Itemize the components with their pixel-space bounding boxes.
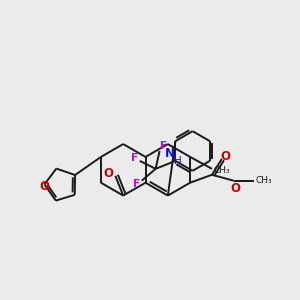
Text: F: F bbox=[131, 153, 138, 163]
Text: CH₃: CH₃ bbox=[214, 166, 230, 175]
Text: O: O bbox=[231, 182, 241, 195]
Text: CH₃: CH₃ bbox=[255, 176, 272, 185]
Text: N: N bbox=[165, 148, 175, 160]
Text: O: O bbox=[103, 167, 113, 180]
Text: O: O bbox=[221, 150, 231, 164]
Text: H: H bbox=[174, 156, 182, 166]
Text: O: O bbox=[39, 180, 50, 193]
Text: F: F bbox=[160, 141, 167, 151]
Text: F: F bbox=[133, 179, 140, 189]
